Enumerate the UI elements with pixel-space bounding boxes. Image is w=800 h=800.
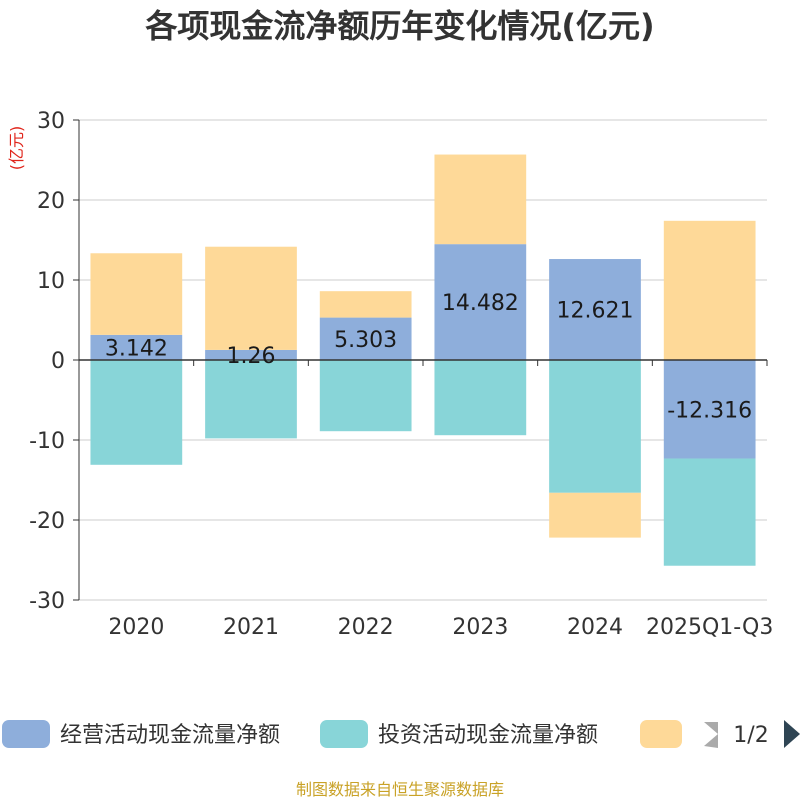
data-label: -12.316 xyxy=(667,398,752,423)
x-tick-label: 2022 xyxy=(338,615,394,640)
bar-series-2[interactable] xyxy=(663,220,756,360)
legend: 经营活动现金流量净额 投资活动现金流量净额 1/2 xyxy=(2,720,800,748)
bar-series-1[interactable] xyxy=(319,360,412,432)
x-tick-label: 2021 xyxy=(223,615,279,640)
data-label: 1.26 xyxy=(227,344,276,369)
x-axis-ticks: 2020 2021 2022 2023 2024 2025Q1-Q3 xyxy=(78,360,773,640)
bar-series-2[interactable] xyxy=(90,253,183,335)
chart-title: 各项现金流净额历年变化情况(亿元) xyxy=(145,7,654,45)
legend-label-investing[interactable]: 投资活动现金流量净额 xyxy=(378,723,598,748)
x-tick-label: 2023 xyxy=(452,615,508,640)
bar-series-2[interactable] xyxy=(205,246,297,350)
bar-series-1[interactable] xyxy=(663,458,756,566)
x-tick-label: 2025Q1-Q3 xyxy=(646,615,773,640)
bar-series-0[interactable] xyxy=(319,317,412,360)
bars xyxy=(90,154,756,566)
x-tick-label: 2020 xyxy=(108,615,164,640)
bar-series-2[interactable] xyxy=(434,154,527,245)
data-label: 14.482 xyxy=(442,291,519,316)
y-tick-label: -20 xyxy=(29,509,65,534)
bar-series-1[interactable] xyxy=(205,360,297,439)
y-tick-label: 0 xyxy=(51,349,65,374)
y-tick-label: 10 xyxy=(37,269,65,294)
y-tick-label: 30 xyxy=(37,109,65,134)
data-source: 制图数据来自恒生聚源数据库 xyxy=(296,780,504,799)
legend-prev-page-icon[interactable] xyxy=(704,722,718,748)
legend-page-indicator: 1/2 xyxy=(733,723,768,748)
bar-series-1[interactable] xyxy=(90,360,183,465)
y-tick-label: -30 xyxy=(29,589,65,614)
bar-series-0[interactable] xyxy=(90,334,183,360)
bar-series-0[interactable] xyxy=(434,244,527,360)
y-axis-unit: (亿元) xyxy=(7,126,26,171)
y-tick-label: -10 xyxy=(29,429,65,454)
bar-series-1[interactable] xyxy=(434,360,527,436)
x-tick-label: 2024 xyxy=(567,615,623,640)
bar-series-0[interactable] xyxy=(549,259,641,360)
data-labels: 3.142 1.26 5.303 14.482 12.621 -12.316 xyxy=(105,291,752,423)
legend-swatch-financing[interactable] xyxy=(640,720,682,748)
bar-series-0[interactable] xyxy=(205,349,297,360)
bar-series-2[interactable] xyxy=(549,492,641,538)
data-label: 3.142 xyxy=(105,336,168,361)
legend-swatch-investing[interactable] xyxy=(320,720,368,748)
legend-label-operating[interactable]: 经营活动现金流量净额 xyxy=(60,723,280,748)
legend-next-page-icon[interactable] xyxy=(784,720,800,748)
y-tick-label: 20 xyxy=(37,189,65,214)
bar-series-0[interactable] xyxy=(663,360,756,459)
data-label: 5.303 xyxy=(334,328,397,353)
bar-series-2[interactable] xyxy=(319,291,412,318)
legend-swatch-operating[interactable] xyxy=(2,720,50,748)
bar-series-1[interactable] xyxy=(549,360,641,493)
y-axis-ticks: -30 -20 -10 0 10 20 30 xyxy=(29,109,79,614)
data-label: 12.621 xyxy=(557,299,634,324)
